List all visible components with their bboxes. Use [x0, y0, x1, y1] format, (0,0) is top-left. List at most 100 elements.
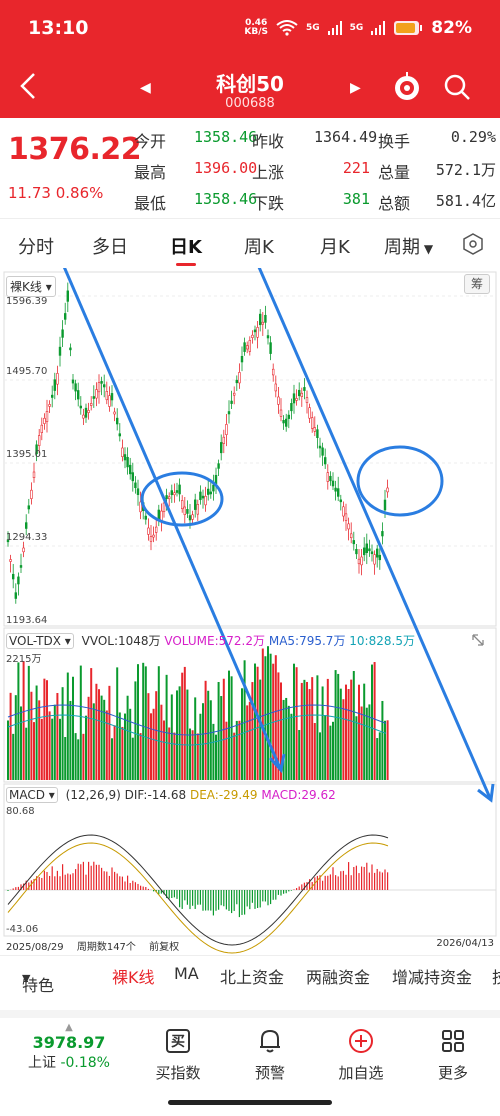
signal-5g-1: 5G	[305, 22, 320, 33]
candle-body	[123, 454, 127, 461]
candle-body	[342, 506, 345, 517]
volume-bar	[17, 662, 20, 780]
tab-ma[interactable]: MA	[174, 964, 199, 983]
robot-assistant-icon[interactable]	[392, 72, 422, 102]
current-price: 1376.22	[8, 132, 142, 167]
candle-body	[383, 499, 387, 511]
settings-hex-icon[interactable]	[462, 233, 484, 255]
candle-body	[230, 400, 233, 404]
macd-params: (12,26,9)	[65, 788, 121, 802]
candle-body	[100, 381, 103, 384]
volume-bar	[196, 733, 199, 780]
tab-holding-change[interactable]: 增减持资金	[392, 968, 473, 987]
volume-bar	[147, 693, 150, 780]
volume-bar	[69, 700, 72, 780]
candle-body	[144, 515, 147, 520]
nav-alert[interactable]: 预警	[235, 1026, 305, 1083]
volume-bar	[287, 705, 290, 780]
candle-body	[129, 464, 132, 475]
tab-more-cut[interactable]: 技	[492, 964, 500, 988]
kline-type-selector[interactable]: 裸K线 ▾	[6, 276, 56, 297]
candle-body	[305, 397, 309, 403]
tab-weekly-k[interactable]: 周K	[244, 237, 274, 258]
signal-5g-2: 5G	[349, 22, 364, 33]
tab-monthly-k[interactable]: 月K	[320, 237, 350, 258]
tab-period-dropdown[interactable]: 周期 ▼	[384, 237, 434, 258]
index-ticker[interactable]: ▲ 3978.97 上证 -0.18%	[24, 1022, 114, 1072]
indicator-tabs: 特色 ▼ 裸K线 MA 北上资金 两融资金 增减持资金 技	[0, 955, 500, 995]
candle-body	[45, 411, 49, 422]
chip-distribution-button[interactable]: 筹	[464, 274, 490, 294]
macd-indicator-selector[interactable]: MACD ▾	[6, 787, 58, 803]
quote-value: 1364.49	[314, 128, 378, 146]
candle-body	[113, 411, 116, 415]
tab-naked-k[interactable]: 裸K线	[112, 968, 155, 987]
prev-index-arrow-icon[interactable]: ◀	[140, 80, 151, 96]
candle-body	[253, 329, 257, 333]
home-indicator	[168, 1100, 332, 1105]
candle-body	[178, 484, 181, 495]
next-index-arrow-icon[interactable]: ▶	[350, 80, 361, 96]
volume-bar	[129, 708, 132, 780]
add-circle-icon	[349, 1029, 373, 1053]
candle-body	[248, 340, 251, 352]
candle-body	[336, 488, 340, 497]
bottom-nav: ▲ 3978.97 上证 -0.18% 买 买指数 预警 加自选 更多	[0, 1010, 500, 1096]
volume-bar	[27, 665, 30, 780]
volume-bar	[345, 684, 347, 780]
volume-bar	[181, 672, 184, 780]
candle-body	[264, 314, 267, 323]
volume-bar	[165, 674, 168, 780]
volume-bar	[199, 713, 202, 780]
candle-body	[69, 347, 72, 351]
volume-bar	[9, 692, 12, 780]
tab-northbound[interactable]: 北上资金	[220, 968, 285, 987]
tab-daily-k[interactable]: 日K	[170, 237, 202, 258]
volume-bar	[259, 679, 262, 780]
candle-body	[173, 492, 176, 496]
nav-buy-index[interactable]: 买 买指数	[143, 1026, 213, 1083]
candle-body	[155, 526, 158, 533]
candle-body	[175, 490, 179, 493]
candle-body	[204, 495, 207, 506]
volume-bar	[378, 732, 381, 780]
nav-add-watchlist[interactable]: 加自选	[326, 1026, 396, 1083]
battery-percent: 82%	[431, 18, 472, 38]
volume-bar	[189, 728, 191, 780]
volume-bar	[352, 671, 355, 780]
volume-bar	[376, 738, 379, 780]
kline-chart[interactable]	[0, 268, 500, 954]
tab-margin[interactable]: 两融资金	[306, 968, 371, 987]
candle-body	[297, 389, 301, 397]
ma5-value: MA5:795.7万	[268, 634, 346, 648]
volume-bar	[339, 688, 342, 780]
back-arrow-icon[interactable]	[16, 72, 40, 100]
tab-intraday[interactable]: 分时	[18, 237, 54, 258]
candle-body	[271, 368, 275, 376]
tab-multiday[interactable]: 多日	[92, 237, 128, 258]
nav-more[interactable]: 更多	[418, 1026, 488, 1083]
volume-bar	[194, 697, 197, 780]
candle-body	[258, 313, 262, 326]
candle-body	[295, 398, 298, 401]
candle-body	[209, 491, 212, 495]
candle-body	[227, 411, 231, 415]
volume-bar	[251, 682, 254, 780]
candle-body	[66, 290, 70, 302]
candle-body	[334, 487, 337, 492]
volume-bar	[204, 680, 207, 780]
search-icon[interactable]	[442, 72, 472, 102]
candle-body	[108, 395, 111, 407]
candle-body	[292, 393, 296, 404]
candle-body	[201, 495, 205, 499]
expand-icon[interactable]	[470, 632, 486, 648]
quote-value: 0.29%	[450, 128, 496, 146]
candle-body	[40, 424, 44, 433]
adjust-mode: 前复权	[149, 942, 180, 953]
vol-indicator-selector[interactable]: VOL-TDX ▾	[6, 633, 74, 649]
quote-row: 最高 1396.00 上涨 221 总量 572.1万	[134, 159, 496, 183]
vvol-value: VVOL:1048万	[81, 634, 161, 648]
y-label-1: 1596.39	[6, 296, 48, 307]
candle-body	[220, 442, 223, 454]
candle-body	[313, 427, 316, 432]
